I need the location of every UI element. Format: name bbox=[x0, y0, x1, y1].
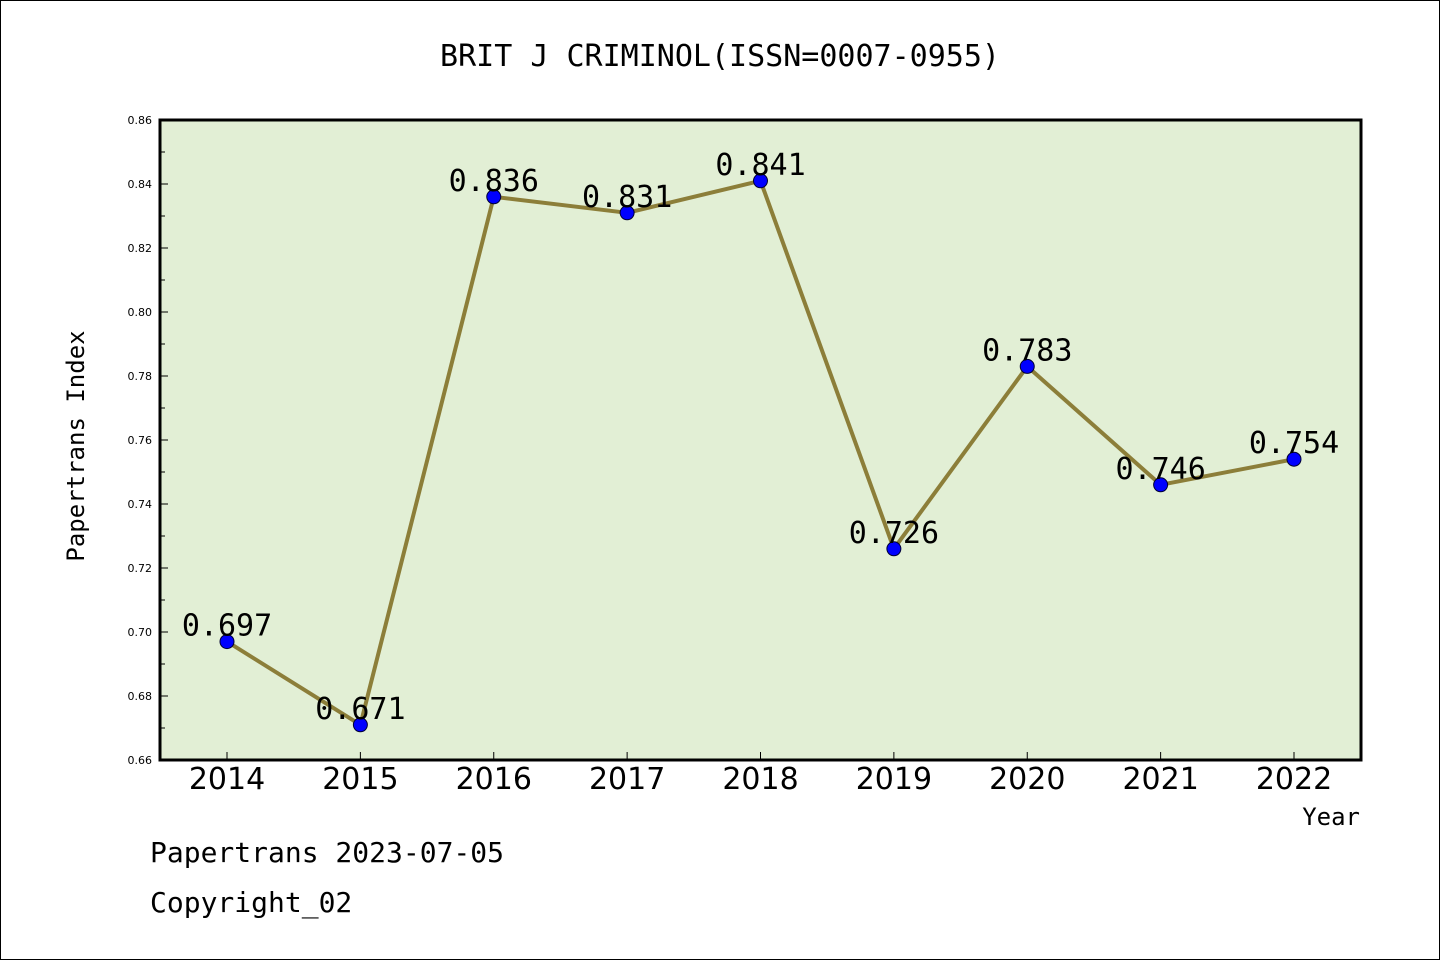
x-tick-label: 2020 bbox=[989, 762, 1065, 797]
data-label: 0.841 bbox=[715, 148, 805, 183]
data-point-marker bbox=[486, 189, 502, 205]
chart-title: BRIT J CRIMINOL(ISSN=0007-0955) bbox=[440, 39, 1000, 74]
x-axis-label: Year bbox=[1302, 803, 1360, 831]
y-tick-label: 0.82 bbox=[128, 242, 153, 255]
x-tick-label: 2014 bbox=[189, 762, 265, 797]
data-label: 0.746 bbox=[1115, 452, 1205, 487]
data-label: 0.831 bbox=[582, 180, 672, 215]
x-tick-label: 2019 bbox=[856, 762, 932, 797]
data-point-marker bbox=[1019, 358, 1035, 374]
y-axis-label: Papertrans Index bbox=[62, 330, 90, 561]
data-point-marker bbox=[1153, 477, 1169, 493]
data-point-marker bbox=[219, 634, 235, 650]
y-tick-label: 0.72 bbox=[128, 562, 153, 575]
y-tick-label: 0.70 bbox=[128, 626, 153, 639]
y-tick-label: 0.74 bbox=[128, 498, 153, 511]
y-axis: 0.66 0.68 0.70 0.72 0.74 0.76 0.78 0.80 0.82 0.84… bbox=[128, 114, 168, 767]
data-point-marker bbox=[886, 541, 902, 557]
y-tick-label: 0.78 bbox=[128, 370, 153, 383]
footer-copyright: Copyright_02 bbox=[150, 886, 353, 919]
x-tick-label: 2021 bbox=[1122, 762, 1198, 797]
y-tick-label: 0.66 bbox=[128, 754, 153, 767]
plot-area bbox=[158, 118, 1363, 762]
data-label-group: 0.697 0.671 0.836 0.831 0.841 0.726 0.783 0.746… bbox=[182, 148, 1339, 727]
series-group bbox=[219, 173, 1302, 733]
x-axis: 2014 2015 2016 2017 2018 2019 2020 2021 2022 bbox=[189, 752, 1332, 797]
y-tick-label: 0.76 bbox=[128, 434, 153, 447]
data-label: 0.726 bbox=[849, 516, 939, 551]
data-label: 0.671 bbox=[315, 692, 405, 727]
y-tick-label: 0.68 bbox=[128, 690, 153, 703]
data-point-marker bbox=[753, 173, 768, 189]
data-label: 0.836 bbox=[449, 164, 539, 199]
footer-date: Papertrans 2023-07-05 bbox=[150, 836, 505, 869]
data-label: 0.697 bbox=[182, 609, 272, 644]
data-point-marker bbox=[352, 717, 368, 733]
y-tick-label: 0.84 bbox=[128, 178, 153, 191]
x-tick-label: 2022 bbox=[1256, 762, 1332, 797]
data-point-marker bbox=[1286, 451, 1302, 467]
y-tick-label: 0.86 bbox=[128, 114, 153, 127]
x-tick-label: 2016 bbox=[456, 762, 532, 797]
data-point-marker bbox=[619, 205, 635, 221]
data-label: 0.783 bbox=[982, 333, 1072, 368]
x-tick-label: 2015 bbox=[322, 762, 398, 797]
x-tick-label: 2018 bbox=[722, 762, 798, 797]
y-tick-label: 0.80 bbox=[128, 306, 153, 319]
x-tick-label: 2017 bbox=[589, 762, 665, 797]
data-label: 0.754 bbox=[1249, 426, 1339, 461]
